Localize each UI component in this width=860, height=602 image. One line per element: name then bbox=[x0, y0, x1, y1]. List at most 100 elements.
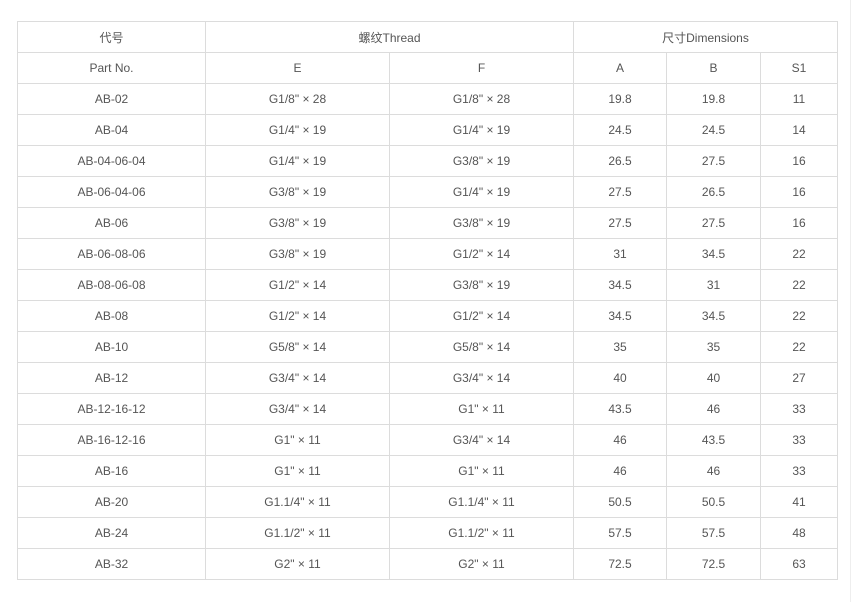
table-row: AB-16-12-16 G1" × 11 G3/4" × 14 46 43.5 33 bbox=[17, 424, 838, 456]
cell-dim-s1: 33 bbox=[760, 455, 838, 487]
cell-part-no: AB-20 bbox=[17, 486, 206, 518]
table-row: AB-12 G3/4" × 14 G3/4" × 14 40 40 27 bbox=[17, 362, 838, 394]
table-row: AB-06 G3/8" × 19 G3/8" × 19 27.5 27.5 16 bbox=[17, 207, 838, 239]
header-thread: 螺纹Thread bbox=[205, 21, 574, 53]
cell-thread-e: G1/4" × 19 bbox=[205, 145, 390, 177]
cell-dim-a: 35 bbox=[573, 331, 667, 363]
cell-dim-b: 34.5 bbox=[666, 300, 761, 332]
cell-part-no: AB-02 bbox=[17, 83, 206, 115]
table-row: AB-06-04-06 G3/8" × 19 G1/4" × 19 27.5 26.5 1… bbox=[17, 176, 838, 208]
header-part-cn: 代号 bbox=[17, 21, 206, 53]
cell-part-no: AB-04 bbox=[17, 114, 206, 146]
header-dimensions: 尺寸Dimensions bbox=[573, 21, 838, 53]
cell-thread-e: G1" × 11 bbox=[205, 424, 390, 456]
cell-dim-a: 46 bbox=[573, 424, 667, 456]
cell-dim-a: 19.8 bbox=[573, 83, 667, 115]
cell-dim-b: 27.5 bbox=[666, 207, 761, 239]
cell-part-no: AB-06 bbox=[17, 207, 206, 239]
cell-thread-f: G3/4" × 14 bbox=[389, 362, 574, 394]
cell-dim-b: 46 bbox=[666, 393, 761, 425]
cell-thread-e: G3/8" × 19 bbox=[205, 238, 390, 270]
cell-dim-a: 31 bbox=[573, 238, 667, 270]
cell-dim-s1: 41 bbox=[760, 486, 838, 518]
cell-thread-e: G5/8" × 14 bbox=[205, 331, 390, 363]
header-part-en: Part No. bbox=[17, 52, 206, 84]
table-row: AB-16 G1" × 11 G1" × 11 46 46 33 bbox=[17, 455, 838, 487]
cell-thread-f: G3/8" × 19 bbox=[389, 145, 574, 177]
cell-thread-f: G1/4" × 19 bbox=[389, 176, 574, 208]
cell-dim-s1: 33 bbox=[760, 393, 838, 425]
cell-dim-a: 24.5 bbox=[573, 114, 667, 146]
cell-dim-b: 19.8 bbox=[666, 83, 761, 115]
page-edge-divider bbox=[850, 0, 851, 602]
cell-dim-s1: 63 bbox=[760, 548, 838, 580]
table-row: AB-06-08-06 G3/8" × 19 G1/2" × 14 31 34.5 22 bbox=[17, 238, 838, 270]
cell-part-no: AB-16-12-16 bbox=[17, 424, 206, 456]
cell-thread-e: G1/4" × 19 bbox=[205, 114, 390, 146]
cell-thread-f: G1" × 11 bbox=[389, 455, 574, 487]
cell-dim-a: 43.5 bbox=[573, 393, 667, 425]
cell-dim-s1: 27 bbox=[760, 362, 838, 394]
cell-dim-a: 72.5 bbox=[573, 548, 667, 580]
cell-dim-a: 27.5 bbox=[573, 176, 667, 208]
cell-dim-s1: 22 bbox=[760, 331, 838, 363]
cell-part-no: AB-06-04-06 bbox=[17, 176, 206, 208]
table-row: AB-20 G1.1/4" × 11 G1.1/4" × 11 50.5 50.5 41 bbox=[17, 486, 838, 518]
cell-part-no: AB-10 bbox=[17, 331, 206, 363]
cell-dim-a: 34.5 bbox=[573, 300, 667, 332]
cell-thread-e: G1.1/2" × 11 bbox=[205, 517, 390, 549]
header-a: A bbox=[573, 52, 667, 84]
cell-dim-s1: 22 bbox=[760, 300, 838, 332]
cell-thread-f: G3/4" × 14 bbox=[389, 424, 574, 456]
cell-thread-e: G1/2" × 14 bbox=[205, 269, 390, 301]
cell-dim-b: 35 bbox=[666, 331, 761, 363]
cell-dim-b: 57.5 bbox=[666, 517, 761, 549]
cell-part-no: AB-08 bbox=[17, 300, 206, 332]
table-row: AB-12-16-12 G3/4" × 14 G1" × 11 43.5 46 33 bbox=[17, 393, 838, 425]
cell-part-no: AB-08-06-08 bbox=[17, 269, 206, 301]
cell-dim-s1: 22 bbox=[760, 269, 838, 301]
cell-dim-a: 50.5 bbox=[573, 486, 667, 518]
cell-dim-s1: 16 bbox=[760, 207, 838, 239]
cell-thread-e: G2" × 11 bbox=[205, 548, 390, 580]
cell-dim-b: 72.5 bbox=[666, 548, 761, 580]
header-e: E bbox=[205, 52, 390, 84]
cell-dim-b: 43.5 bbox=[666, 424, 761, 456]
table-row: AB-08-06-08 G1/2" × 14 G3/8" × 19 34.5 31 22 bbox=[17, 269, 838, 301]
cell-dim-a: 27.5 bbox=[573, 207, 667, 239]
cell-thread-f: G2" × 11 bbox=[389, 548, 574, 580]
cell-dim-a: 46 bbox=[573, 455, 667, 487]
cell-thread-f: G1/2" × 14 bbox=[389, 300, 574, 332]
cell-dim-s1: 14 bbox=[760, 114, 838, 146]
cell-dim-s1: 48 bbox=[760, 517, 838, 549]
cell-dim-a: 34.5 bbox=[573, 269, 667, 301]
cell-part-no: AB-04-06-04 bbox=[17, 145, 206, 177]
header-b: B bbox=[666, 52, 761, 84]
table-row: AB-24 G1.1/2" × 11 G1.1/2" × 11 57.5 57.5 48 bbox=[17, 517, 838, 549]
cell-thread-f: G1/2" × 14 bbox=[389, 238, 574, 270]
cell-dim-s1: 33 bbox=[760, 424, 838, 456]
cell-thread-f: G3/8" × 19 bbox=[389, 207, 574, 239]
cell-dim-s1: 16 bbox=[760, 145, 838, 177]
cell-dim-a: 26.5 bbox=[573, 145, 667, 177]
cell-dim-a: 40 bbox=[573, 362, 667, 394]
cell-dim-b: 46 bbox=[666, 455, 761, 487]
cell-part-no: AB-16 bbox=[17, 455, 206, 487]
header-row-1: 代号 螺纹Thread 尺寸Dimensions bbox=[17, 21, 838, 53]
cell-part-no: AB-32 bbox=[17, 548, 206, 580]
cell-dim-s1: 22 bbox=[760, 238, 838, 270]
cell-part-no: AB-06-08-06 bbox=[17, 238, 206, 270]
table-row: AB-04-06-04 G1/4" × 19 G3/8" × 19 26.5 27.5 1… bbox=[17, 145, 838, 177]
table-row: AB-10 G5/8" × 14 G5/8" × 14 35 35 22 bbox=[17, 331, 838, 363]
cell-thread-e: G1" × 11 bbox=[205, 455, 390, 487]
table-row: AB-08 G1/2" × 14 G1/2" × 14 34.5 34.5 22 bbox=[17, 300, 838, 332]
cell-part-no: AB-12-16-12 bbox=[17, 393, 206, 425]
header-f: F bbox=[389, 52, 574, 84]
specs-table: 代号 螺纹Thread 尺寸Dimensions Part No. E F A … bbox=[17, 21, 838, 580]
cell-thread-f: G3/8" × 19 bbox=[389, 269, 574, 301]
table-row: AB-32 G2" × 11 G2" × 11 72.5 72.5 63 bbox=[17, 548, 838, 580]
cell-thread-f: G5/8" × 14 bbox=[389, 331, 574, 363]
cell-dim-b: 31 bbox=[666, 269, 761, 301]
cell-thread-e: G3/4" × 14 bbox=[205, 393, 390, 425]
cell-dim-b: 27.5 bbox=[666, 145, 761, 177]
